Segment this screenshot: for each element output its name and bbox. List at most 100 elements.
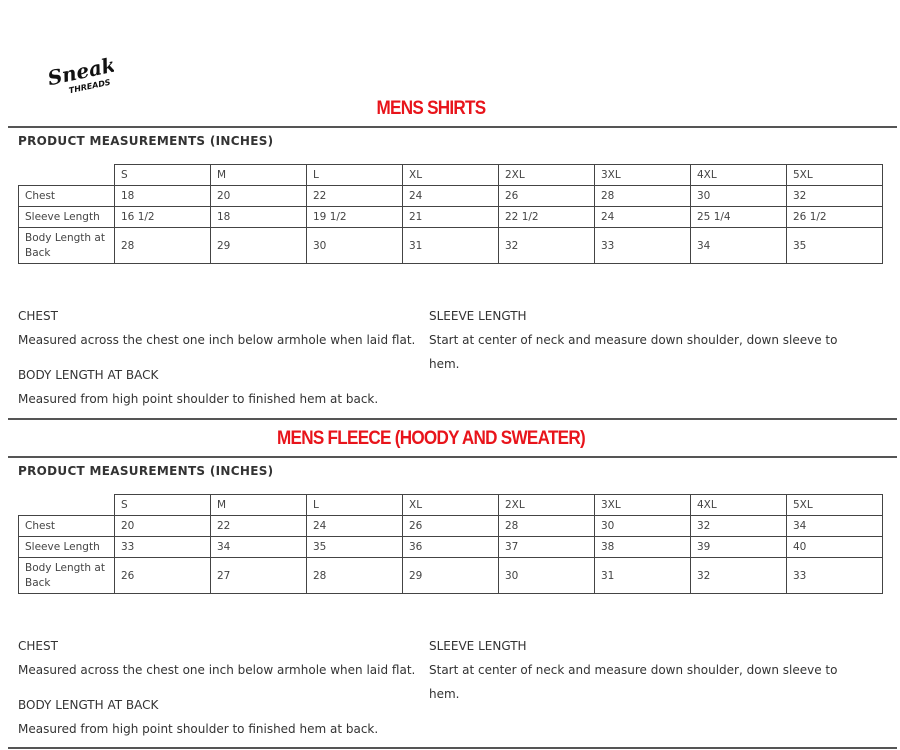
size-header: M <box>210 164 307 186</box>
measurement-cell: 22 <box>306 185 403 207</box>
measurement-cell: 20 <box>210 185 307 207</box>
body-length-description: Measured from high point shoulder to fin… <box>18 722 379 736</box>
sleeve-length-description-cont: hem. <box>429 687 460 701</box>
section-title: MENS SHIRTS <box>376 98 487 119</box>
size-header: 2XL <box>498 164 595 186</box>
measurement-cell: 20 <box>114 515 211 537</box>
measurement-cell: 34 <box>786 515 883 537</box>
size-chart-table: S M L XL 2XL 3XL 4XL 5XL Chest 18 20 22 24 26 28 30 32 Sl… <box>18 164 883 264</box>
sleeve-length-heading: SLEEVE LENGTH <box>429 639 527 653</box>
measurement-cell: 26 <box>114 557 211 594</box>
measurement-cell: 30 <box>690 185 787 207</box>
size-header: 2XL <box>498 494 595 516</box>
table-row: Body Length at Back 28 29 30 31 32 33 34 35 <box>18 227 883 264</box>
table-row: Chest 20 22 24 26 28 30 32 34 <box>18 515 883 537</box>
measurement-cell: 26 <box>402 515 499 537</box>
measurement-cell: 16 1/2 <box>114 206 211 228</box>
row-label: Chest <box>18 185 115 207</box>
body-length-description: Measured from high point shoulder to fin… <box>18 392 379 406</box>
row-label: Sleeve Length <box>18 206 115 228</box>
table-row: Sleeve Length 33 34 35 36 37 38 39 40 <box>18 536 883 558</box>
measurement-cell: 32 <box>690 557 787 594</box>
table-row: Chest 18 20 22 24 26 28 30 32 <box>18 185 883 207</box>
size-header: 3XL <box>594 494 691 516</box>
size-header-row: S M L XL 2XL 3XL 4XL 5XL <box>18 164 883 186</box>
measurement-cell: 22 1/2 <box>498 206 595 228</box>
size-header: 5XL <box>786 494 883 516</box>
table-row: Body Length at Back 26 27 28 29 30 31 32 33 <box>18 557 883 594</box>
measurement-cell: 27 <box>210 557 307 594</box>
measurement-cell: 38 <box>594 536 691 558</box>
sleeve-length-description: Start at center of neck and measure down… <box>429 333 838 347</box>
measurement-cell: 33 <box>786 557 883 594</box>
measurement-cell: 26 1/2 <box>786 206 883 228</box>
measurement-cell: 29 <box>210 227 307 264</box>
divider <box>8 747 897 749</box>
divider <box>8 418 897 420</box>
measurement-cell: 30 <box>306 227 403 264</box>
body-length-heading: BODY LENGTH AT BACK <box>18 368 159 382</box>
size-header: 5XL <box>786 164 883 186</box>
sneaker-threads-logo: Sneaker THREADS <box>44 47 141 100</box>
measurement-cell: 24 <box>594 206 691 228</box>
measurements-heading: PRODUCT MEASUREMENTS (INCHES) <box>18 134 274 148</box>
measurement-cell: 39 <box>690 536 787 558</box>
chest-heading: CHEST <box>18 639 58 653</box>
divider <box>8 126 897 128</box>
measurement-cell: 32 <box>690 515 787 537</box>
measurement-cell: 35 <box>786 227 883 264</box>
measurement-cell: 18 <box>210 206 307 228</box>
size-header: 4XL <box>690 494 787 516</box>
measurement-cell: 30 <box>594 515 691 537</box>
measurement-cell: 31 <box>402 227 499 264</box>
chest-heading: CHEST <box>18 309 58 323</box>
measurement-cell: 33 <box>594 227 691 264</box>
size-chart-table: S M L XL 2XL 3XL 4XL 5XL Chest 20 22 24 26 28 30 32 34 Sl… <box>18 494 883 594</box>
sleeve-length-heading: SLEEVE LENGTH <box>429 309 527 323</box>
measurement-cell: 34 <box>690 227 787 264</box>
measurement-cell: 22 <box>210 515 307 537</box>
size-header: 3XL <box>594 164 691 186</box>
measurement-cell: 28 <box>594 185 691 207</box>
measurement-cell: 25 1/4 <box>690 206 787 228</box>
measurement-cell: 35 <box>306 536 403 558</box>
size-header: XL <box>402 164 499 186</box>
measurement-cell: 31 <box>594 557 691 594</box>
size-header: L <box>306 164 403 186</box>
size-header: XL <box>402 494 499 516</box>
measurement-cell: 37 <box>498 536 595 558</box>
section-title: MENS FLEECE (HOODY AND SWEATER) <box>277 428 586 449</box>
size-header: S <box>114 494 211 516</box>
measurement-cell: 29 <box>402 557 499 594</box>
row-label: Body Length at Back <box>18 227 115 264</box>
size-header: 4XL <box>690 164 787 186</box>
measurement-cell: 19 1/2 <box>306 206 403 228</box>
measurement-cell: 32 <box>498 227 595 264</box>
row-label: Sleeve Length <box>18 536 115 558</box>
chest-description: Measured across the chest one inch below… <box>18 333 416 347</box>
measurement-cell: 32 <box>786 185 883 207</box>
row-label: Body Length at Back <box>18 557 115 594</box>
size-header-row: S M L XL 2XL 3XL 4XL 5XL <box>18 494 883 516</box>
measurement-cell: 26 <box>498 185 595 207</box>
measurement-cell: 36 <box>402 536 499 558</box>
size-header: M <box>210 494 307 516</box>
size-header: L <box>306 494 403 516</box>
measurement-cell: 34 <box>210 536 307 558</box>
divider <box>8 456 897 458</box>
measurement-cell: 30 <box>498 557 595 594</box>
measurements-heading: PRODUCT MEASUREMENTS (INCHES) <box>18 464 274 478</box>
measurement-cell: 28 <box>498 515 595 537</box>
sleeve-length-description-cont: hem. <box>429 357 460 371</box>
chest-description: Measured across the chest one inch below… <box>18 663 416 677</box>
measurement-cell: 18 <box>114 185 211 207</box>
measurement-cell: 33 <box>114 536 211 558</box>
measurement-cell: 24 <box>306 515 403 537</box>
measurement-cell: 24 <box>402 185 499 207</box>
sleeve-length-description: Start at center of neck and measure down… <box>429 663 838 677</box>
measurement-cell: 28 <box>306 557 403 594</box>
size-header: S <box>114 164 211 186</box>
row-label: Chest <box>18 515 115 537</box>
body-length-heading: BODY LENGTH AT BACK <box>18 698 159 712</box>
table-row: Sleeve Length 16 1/2 18 19 1/2 21 22 1/2 24 25 … <box>18 206 883 228</box>
